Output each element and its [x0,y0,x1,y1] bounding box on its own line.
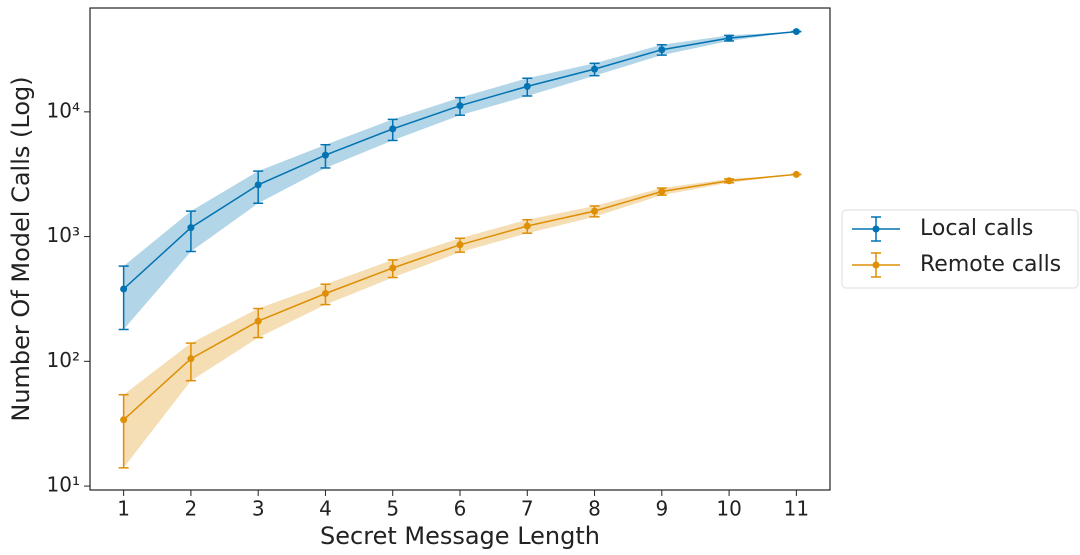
x-tick-label: 2 [185,497,198,521]
point [792,28,800,36]
point [725,177,733,185]
error-bar [118,393,129,469]
x-tick-label: 9 [655,497,668,521]
point [120,285,128,293]
y-tick-label: 10⁴ [47,98,80,122]
point [456,102,464,110]
x-tick-label: 7 [521,497,534,521]
error-bar [118,265,129,331]
point [254,181,262,189]
point [321,289,329,297]
point [120,416,128,424]
point [591,207,599,215]
x-tick-label: 8 [588,497,601,521]
point [321,151,329,159]
point [658,46,666,54]
point [389,125,397,133]
point [254,317,262,325]
x-tick-label: 10 [716,497,741,521]
point [658,187,666,195]
point [187,224,195,232]
x-tick-label: 1 [117,497,130,521]
x-tick-label: 6 [454,497,467,521]
y-tick-label: 10¹ [47,473,80,497]
point [187,355,195,363]
legend-box [841,209,1079,289]
point [389,264,397,272]
legend-marker [872,225,880,233]
point [523,222,531,230]
x-axis-title: Secret Message Length [320,522,600,550]
x-tick-label: 4 [319,497,332,521]
y-tick-label: 10² [47,348,80,372]
legend-label: Remote calls [920,252,1061,277]
point [725,34,733,42]
point [792,170,800,178]
point [523,82,531,90]
error-bar [185,210,196,253]
legend-label: Local calls [920,216,1033,241]
legend-marker [872,261,880,269]
x-tick-label: 3 [252,497,265,521]
x-tick-label: 5 [386,497,399,521]
error-band [123,31,797,330]
y-tick-label: 10³ [47,223,80,247]
point [591,65,599,73]
point [456,241,464,249]
x-tick-label: 11 [784,497,809,521]
y-axis-title: Number Of Model Calls (Log) [7,76,35,421]
